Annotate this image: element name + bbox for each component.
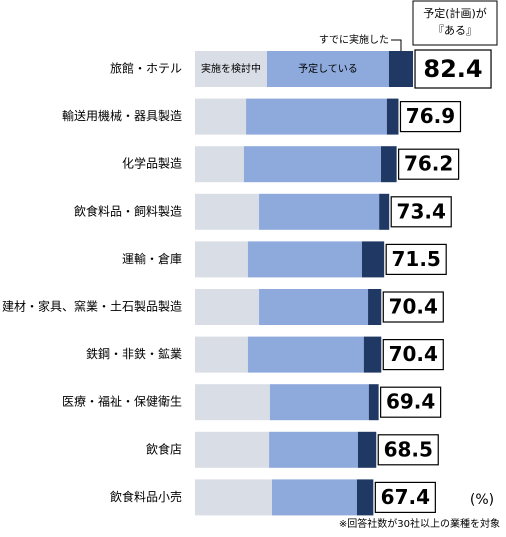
category-label: 飲食店: [146, 441, 182, 456]
bar-segment: [246, 98, 387, 135]
total-box: [414, 49, 492, 89]
category-label: 医療・福祉・保健衛生: [62, 394, 182, 409]
category-label: 建材・家具、窯業・土石製品製造: [2, 299, 182, 314]
total-label: 67.4: [381, 485, 430, 509]
leader-line: [390, 39, 402, 51]
bar-segment: [195, 289, 260, 325]
bar-segment: [269, 431, 358, 468]
series-label: 予定している: [298, 62, 358, 75]
total-box: [398, 148, 460, 180]
bar-segment: [195, 98, 247, 135]
category-label: 化学品製造: [122, 156, 182, 171]
total-label: 70.4: [389, 295, 438, 319]
bar-segment: [247, 241, 362, 278]
totals-header-box: [412, 0, 498, 46]
bar-segment: [368, 289, 382, 325]
series-label: すでに実施した: [319, 33, 389, 46]
total-box: [382, 339, 444, 371]
total-box: [399, 100, 462, 133]
bar-segment: [247, 336, 364, 373]
total-label: 76.2: [404, 152, 453, 176]
bar-segment: [259, 193, 380, 230]
category-label: 輸送用機械・器具製造: [62, 108, 182, 123]
bar-segment: [195, 384, 270, 421]
bar-segment: [195, 479, 272, 516]
bar-segment: [195, 336, 248, 373]
total-label: 69.4: [386, 390, 435, 414]
bar-segment: [195, 241, 248, 278]
total-box: [380, 386, 442, 418]
total-box: [385, 243, 447, 275]
bar-segment: [361, 241, 385, 278]
bar-segment: [243, 146, 382, 183]
bar-segment: [269, 384, 369, 421]
bar-segment: [266, 51, 389, 87]
bar-segment: [379, 193, 390, 230]
total-label: 76.9: [406, 104, 455, 128]
bar-segment: [195, 146, 244, 183]
unit: (%): [470, 492, 494, 508]
footnote: ※回答社数が30社以上の業種を対象: [339, 517, 500, 530]
total-label: 73.4: [397, 199, 446, 223]
bar-segment: [368, 384, 379, 421]
bar-segment: [386, 98, 399, 135]
category-label: 旅館・ホテル: [110, 61, 182, 76]
bar-segment: [195, 51, 267, 87]
bar-segment: [381, 146, 397, 183]
category-label: 飲食料品小売: [110, 489, 182, 504]
bar-segment: [195, 431, 270, 468]
category-label: 運輸・倉庫: [122, 251, 182, 266]
totals-header: 『ある』: [433, 24, 477, 37]
total-label: 68.5: [384, 437, 433, 461]
total-box: [374, 481, 436, 513]
bar-segment: [271, 479, 357, 516]
total-label: 71.5: [392, 247, 441, 271]
total-label: 82.4: [423, 55, 482, 83]
total-box: [382, 291, 444, 323]
bar-segment: [356, 479, 374, 516]
total-box: [377, 434, 439, 466]
category-label: 鉄鋼・非鉄・鉱業: [86, 346, 182, 361]
totals-header: 予定(計画)が: [423, 6, 487, 20]
bar-segment: [388, 51, 414, 87]
series-label: 実施を検討中: [201, 62, 261, 75]
category-label: 飲食料品・飼料製造: [74, 203, 182, 218]
total-label: 70.4: [389, 342, 438, 366]
bar-segment: [357, 431, 377, 468]
bar-segment: [259, 289, 369, 325]
total-box: [390, 196, 452, 228]
bar-segment: [363, 336, 382, 373]
bar-segment: [195, 193, 260, 230]
